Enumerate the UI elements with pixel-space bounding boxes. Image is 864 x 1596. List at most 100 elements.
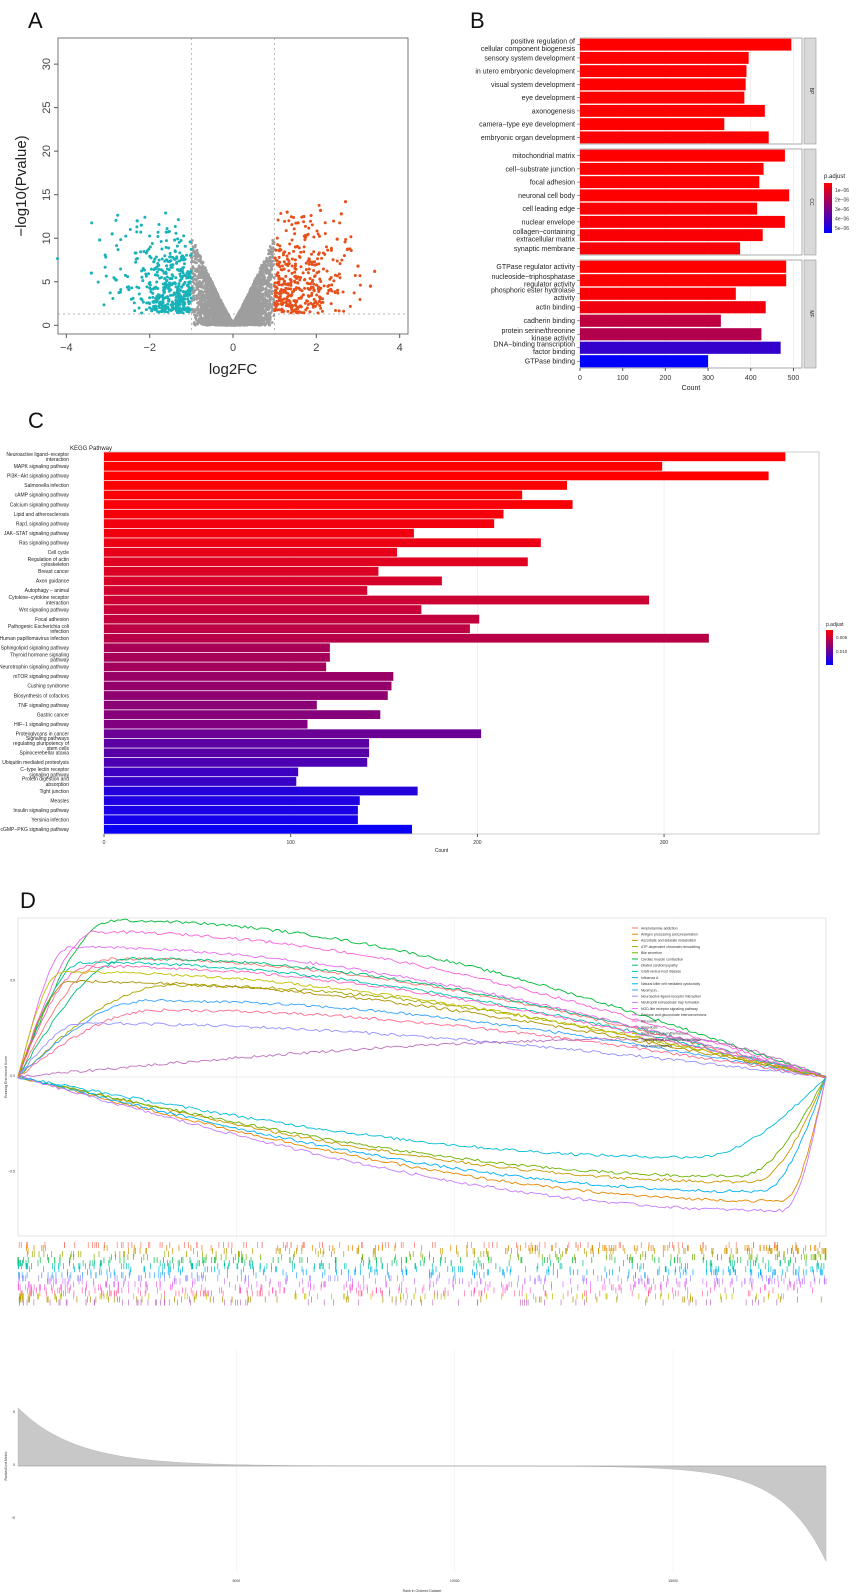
point-ns (272, 242, 276, 246)
point-up (335, 259, 339, 263)
point-ns (268, 252, 272, 255)
x-tick-label: 0 (230, 342, 236, 354)
point-ns (270, 268, 274, 271)
point-up (343, 240, 347, 244)
point-up (290, 238, 294, 242)
point-ns (271, 250, 275, 253)
point-down (182, 234, 186, 238)
bar (580, 229, 763, 242)
legend-label: Transcriptional misregulation in cancer (641, 1038, 702, 1042)
point-down (165, 227, 169, 231)
category-label: Lipid and atherosclerosis (14, 512, 70, 518)
point-down (170, 283, 174, 287)
category-label: Neurotrophin signaling pathway (0, 665, 69, 671)
point-ns (268, 245, 272, 248)
bar (104, 824, 413, 834)
es-curve (17, 1075, 827, 1184)
bar (104, 576, 442, 586)
y-axis-label: Running Enrichment Score (4, 1056, 8, 1098)
point-up (275, 308, 279, 312)
point-down (102, 303, 106, 307)
y-tick-label: −0.5 (8, 1169, 15, 1173)
point-down (161, 300, 165, 304)
point-up (314, 283, 318, 287)
point-ns (269, 284, 273, 288)
point-ns (262, 278, 266, 282)
point-down (172, 302, 176, 306)
point-ns (212, 303, 216, 307)
point-down (157, 222, 161, 226)
point-ns (268, 276, 272, 280)
category-label: Insulin signaling pathway (13, 808, 69, 814)
point-ns (248, 299, 252, 302)
point-down (169, 263, 173, 267)
point-ns (210, 314, 214, 318)
point-up (358, 283, 362, 287)
point-down (165, 278, 169, 282)
point-down (151, 295, 155, 299)
point-up (301, 293, 305, 297)
point-ns (235, 319, 239, 323)
point-down (137, 292, 141, 296)
bar (104, 490, 523, 500)
point-ns (208, 296, 212, 300)
point-up (327, 288, 331, 293)
facet-strip (803, 37, 817, 145)
point-down (147, 272, 151, 276)
point-ns (262, 260, 266, 264)
point-up (332, 279, 336, 283)
point-down (189, 247, 193, 251)
point-down (145, 249, 149, 253)
point-down (177, 240, 181, 244)
legend-label: Natural killer cell mediated cytotoxicit… (641, 982, 700, 986)
point-ns (216, 322, 220, 326)
point-ns (268, 278, 271, 282)
point-up (317, 295, 321, 299)
point-down (145, 301, 149, 305)
x-tick-label: 100 (617, 375, 629, 382)
point-up (309, 214, 313, 218)
point-down (178, 279, 182, 283)
point-ns (198, 321, 202, 325)
point-up (299, 275, 303, 279)
point-down (154, 300, 158, 304)
point-down (142, 250, 146, 254)
point-ns (255, 279, 258, 283)
bar (580, 202, 758, 215)
point-up (279, 299, 283, 303)
point-up (317, 251, 321, 255)
point-down (167, 284, 171, 288)
point-up (349, 249, 353, 253)
point-ns (224, 322, 227, 326)
bar (104, 729, 482, 739)
bar (580, 274, 787, 287)
point-ns (264, 294, 268, 297)
point-down (176, 218, 180, 222)
point-ns (269, 264, 273, 268)
point-ns (201, 318, 205, 322)
point-ns (272, 275, 276, 279)
bar (104, 586, 368, 595)
legend-label: Shigellosis (641, 1026, 658, 1030)
point-ns (265, 298, 269, 302)
point-down (156, 235, 160, 239)
bar (104, 557, 528, 567)
y-tick-label: 20 (41, 145, 53, 157)
point-up (311, 305, 315, 309)
bar (104, 624, 470, 634)
category-label: Calcium signaling pathway (10, 502, 70, 508)
point-up (286, 287, 290, 291)
point-ns (271, 239, 275, 243)
point-ns (210, 303, 214, 307)
point-ns (269, 255, 273, 259)
point-up (303, 224, 307, 228)
point-down (149, 290, 153, 294)
point-up (296, 307, 300, 311)
bar (580, 38, 792, 51)
point-down (156, 310, 160, 314)
point-ns (263, 323, 267, 327)
point-ns (258, 282, 262, 286)
es-curve (17, 918, 827, 1079)
point-up (300, 311, 304, 315)
